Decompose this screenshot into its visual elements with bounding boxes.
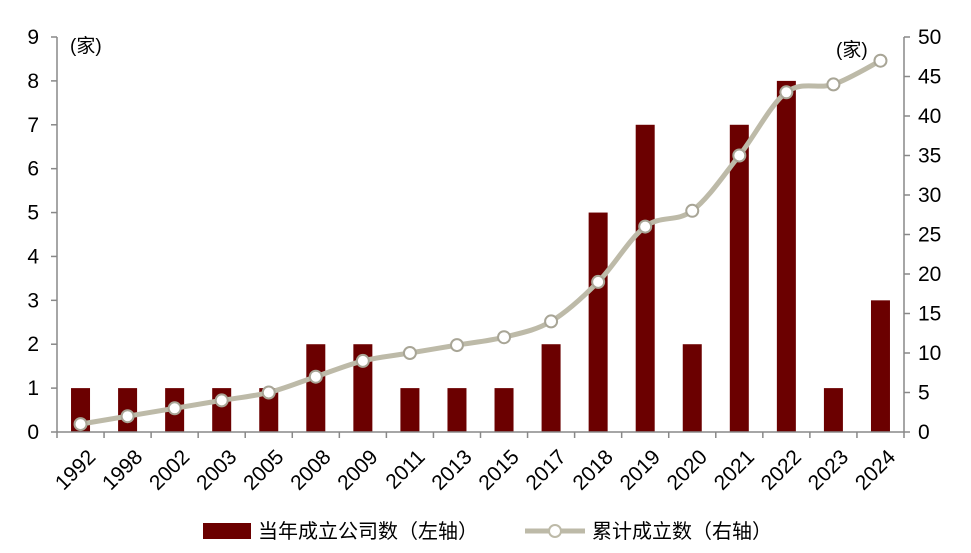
right-axis-unit: (家) bbox=[836, 39, 868, 61]
x-tick-label: 2020 bbox=[663, 445, 712, 494]
x-tick-label: 2024 bbox=[851, 445, 901, 495]
x-axis-ticks: 1992199820022003200520082009201120132015… bbox=[51, 432, 905, 495]
line-point bbox=[732, 148, 747, 163]
x-tick-label: 2018 bbox=[569, 445, 618, 494]
bar bbox=[447, 388, 467, 432]
line-point bbox=[355, 353, 370, 368]
line-point bbox=[308, 369, 323, 384]
bar bbox=[494, 388, 514, 432]
x-tick-label: 2002 bbox=[145, 445, 194, 494]
right-tick-label: 25 bbox=[918, 224, 941, 247]
legend-bar-label: 当年成立公司数（左轴） bbox=[258, 520, 478, 543]
bar bbox=[776, 80, 796, 432]
line-point bbox=[120, 409, 135, 424]
right-tick-label: 35 bbox=[918, 145, 941, 168]
legend-bar-swatch bbox=[203, 523, 251, 539]
x-tick-label: 2005 bbox=[239, 445, 288, 494]
bar bbox=[682, 344, 702, 432]
x-tick-label: 2009 bbox=[333, 445, 382, 494]
x-tick-label: 2011 bbox=[381, 445, 429, 493]
left-axis-ticks: 0 1 2 3 4 5 6 7 8 9 bbox=[27, 26, 57, 444]
line-point bbox=[497, 330, 512, 345]
right-tick-label: 40 bbox=[918, 105, 941, 128]
x-tick-label: 2003 bbox=[192, 445, 241, 494]
left-tick-label: 8 bbox=[27, 70, 39, 93]
line-point bbox=[167, 401, 182, 416]
x-tick-label: 2008 bbox=[286, 445, 335, 494]
bar bbox=[353, 344, 373, 432]
left-tick-label: 5 bbox=[27, 202, 39, 225]
line-point bbox=[214, 393, 229, 408]
bar bbox=[729, 124, 749, 433]
line-series bbox=[73, 53, 888, 432]
left-axis-unit: (家) bbox=[70, 35, 102, 57]
left-tick-label: 3 bbox=[27, 289, 39, 312]
line-point bbox=[544, 314, 559, 329]
bar bbox=[259, 388, 279, 432]
left-tick-label: 6 bbox=[27, 158, 39, 181]
right-tick-label: 0 bbox=[918, 421, 930, 444]
x-tick-label: 2019 bbox=[616, 445, 665, 494]
left-tick-label: 0 bbox=[27, 421, 39, 444]
right-tick-label: 10 bbox=[918, 342, 941, 365]
x-tick-label: 2015 bbox=[474, 445, 523, 494]
legend-line-marker bbox=[548, 524, 562, 538]
left-tick-label: 1 bbox=[27, 377, 39, 400]
line-point bbox=[402, 346, 417, 360]
bar bbox=[306, 344, 326, 432]
legend-line-label: 累计成立数（右轴） bbox=[592, 520, 772, 543]
bar-series bbox=[71, 80, 890, 433]
right-tick-label: 50 bbox=[918, 26, 941, 49]
left-tick-label: 4 bbox=[27, 245, 39, 268]
line-point bbox=[873, 53, 888, 68]
bar bbox=[870, 300, 890, 432]
right-axis-ticks: 0 5 10 15 20 25 30 35 40 45 50 bbox=[904, 26, 941, 444]
right-tick-label: 5 bbox=[918, 382, 930, 405]
line-point bbox=[73, 417, 88, 432]
right-tick-label: 15 bbox=[918, 303, 941, 326]
left-tick-label: 9 bbox=[27, 26, 39, 49]
left-tick-label: 2 bbox=[27, 333, 39, 356]
line-path bbox=[80, 58, 882, 427]
x-tick-label: 2021 bbox=[710, 445, 759, 494]
line-point bbox=[826, 77, 841, 92]
bar bbox=[823, 388, 843, 432]
bar bbox=[635, 124, 655, 433]
x-tick-label: 1992 bbox=[51, 445, 100, 494]
left-tick-label: 7 bbox=[27, 114, 39, 137]
right-axis: 0 5 10 15 20 25 30 35 40 45 50 (家) bbox=[836, 26, 941, 444]
line-point bbox=[638, 219, 653, 234]
line-point bbox=[685, 203, 700, 218]
x-tick-label: 2017 bbox=[522, 445, 571, 494]
line-point bbox=[449, 338, 464, 353]
x-tick-label: 2013 bbox=[427, 445, 476, 494]
right-tick-label: 20 bbox=[918, 263, 941, 286]
legend: 当年成立公司数（左轴） 累计成立数（右轴） bbox=[203, 520, 772, 543]
x-tick-label: 1998 bbox=[98, 445, 147, 494]
bar bbox=[541, 344, 561, 432]
line-point bbox=[261, 385, 276, 400]
left-axis: 0 1 2 3 4 5 6 7 8 9 (家) bbox=[27, 26, 101, 444]
x-tick-label: 2023 bbox=[804, 445, 853, 494]
right-tick-label: 45 bbox=[918, 66, 941, 89]
right-tick-label: 30 bbox=[918, 184, 941, 207]
bar bbox=[588, 212, 608, 432]
bar bbox=[400, 388, 420, 432]
line-point bbox=[591, 274, 606, 289]
x-tick-label: 2022 bbox=[757, 445, 806, 494]
line-point bbox=[779, 85, 794, 100]
